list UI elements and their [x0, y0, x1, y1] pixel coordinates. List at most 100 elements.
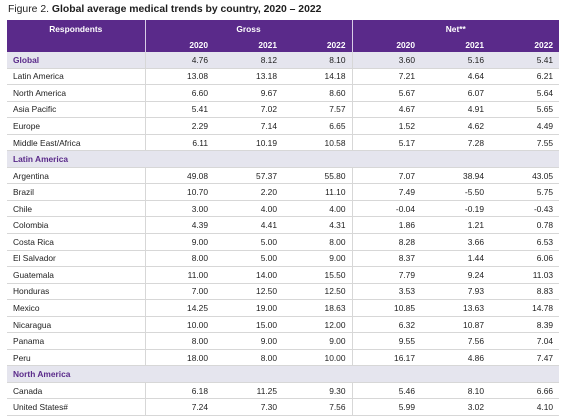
- gross-value-cell: 13.18: [214, 68, 283, 86]
- row-label: United States#: [7, 398, 146, 416]
- gross-value-cell: 7.02: [214, 101, 283, 119]
- net-value-cell: 5.64: [490, 84, 560, 102]
- header-year: 2022: [283, 37, 353, 52]
- net-value-cell: 7.04: [490, 332, 560, 350]
- table-row: Nicaragua 10.00 15.00 12.00 6.32 10.87 8.39: [7, 316, 560, 334]
- gross-value-cell: 5.41: [145, 101, 214, 119]
- gross-value-cell: 7.00: [145, 283, 214, 301]
- gross-value-cell: 8.60: [283, 84, 353, 102]
- net-value-cell: 9.24: [421, 266, 490, 284]
- gross-value-cell: 4.76: [145, 52, 214, 69]
- net-value-cell: 43.05: [490, 167, 560, 185]
- gross-value-cell: 12.50: [214, 283, 283, 301]
- net-value-cell: 5.67: [352, 84, 421, 102]
- net-value-cell: 11.03: [490, 266, 560, 284]
- section-header-row: North America: [7, 365, 560, 383]
- gross-value-cell: 11.25: [214, 382, 283, 400]
- table-row: Peru 18.00 8.00 10.00 16.17 4.86 7.47: [7, 349, 560, 367]
- net-value-cell: 7.28: [421, 134, 490, 152]
- table-row: Canada 6.18 11.25 9.30 5.46 8.10 6.66: [7, 382, 560, 400]
- gross-value-cell: 12.50: [283, 283, 353, 301]
- gross-value-cell: 11.10: [283, 183, 353, 201]
- table-row: Europe 2.29 7.14 6.65 1.52 4.62 4.49: [7, 117, 560, 135]
- net-value-cell: 16.17: [352, 349, 421, 367]
- gross-value-cell: 10.00: [283, 349, 353, 367]
- gross-value-cell: 9.67: [214, 84, 283, 102]
- net-value-cell: 1.44: [421, 250, 490, 268]
- gross-value-cell: 6.18: [145, 382, 214, 400]
- table-row: Middle East/Africa 6.11 10.19 10.58 5.17 7.28…: [7, 134, 560, 152]
- gross-value-cell: 9.00: [214, 332, 283, 350]
- table-row: El Salvador 8.00 5.00 9.00 8.37 1.44 6.06: [7, 250, 560, 268]
- header-net: Net**: [352, 20, 560, 37]
- gross-value-cell: 4.39: [145, 216, 214, 235]
- gross-value-cell: 12.00: [283, 316, 353, 334]
- gross-value-cell: 4.00: [283, 200, 353, 218]
- row-label: Brazil: [7, 183, 146, 201]
- gross-value-cell: 14.25: [145, 299, 214, 317]
- net-value-cell: 4.86: [421, 349, 490, 367]
- net-value-cell: 38.94: [421, 167, 490, 185]
- net-value-cell: 0.78: [490, 216, 560, 235]
- gross-value-cell: 7.24: [145, 398, 214, 416]
- net-value-cell: 4.67: [352, 101, 421, 119]
- net-value-cell: 4.49: [490, 117, 560, 135]
- net-value-cell: 4.62: [421, 117, 490, 135]
- net-value-cell: 7.21: [352, 68, 421, 86]
- net-value-cell: 7.49: [352, 183, 421, 201]
- header-gross: Gross: [145, 20, 353, 37]
- net-value-cell: 5.41: [490, 52, 560, 69]
- table-row: Global 4.76 8.12 8.10 3.60 5.16 5.41: [7, 52, 560, 69]
- gross-value-cell: 9.30: [283, 382, 353, 400]
- section-header-row: Latin America: [7, 150, 560, 168]
- row-label: Global: [7, 52, 146, 69]
- table-row: United States# 7.24 7.30 7.56 5.99 3.02 4.10: [7, 398, 560, 416]
- net-value-cell: 5.16: [421, 52, 490, 69]
- table-row: Guatemala 11.00 14.00 15.50 7.79 9.24 11.03: [7, 266, 560, 284]
- gross-value-cell: 7.14: [214, 117, 283, 135]
- header-year: 2021: [214, 37, 283, 52]
- gross-value-cell: 4.41: [214, 216, 283, 235]
- row-label: Honduras: [7, 283, 146, 301]
- net-value-cell: 7.47: [490, 349, 560, 367]
- gross-value-cell: 8.00: [145, 332, 214, 350]
- gross-value-cell: 3.00: [145, 200, 214, 218]
- gross-value-cell: 6.60: [145, 84, 214, 102]
- net-value-cell: -5.50: [421, 183, 490, 201]
- net-value-cell: 10.87: [421, 316, 490, 334]
- gross-value-cell: 2.20: [214, 183, 283, 201]
- gross-value-cell: 8.10: [283, 52, 353, 69]
- table-body: Global 4.76 8.12 8.10 3.60 5.16 5.41 Latin Amer…: [7, 52, 560, 416]
- figure-title: Global average medical trends by country…: [51, 4, 322, 15]
- gross-value-cell: 10.58: [283, 134, 353, 152]
- net-value-cell: 4.64: [421, 68, 490, 86]
- net-value-cell: 6.32: [352, 316, 421, 334]
- table-row: North America 6.60 9.67 8.60 5.67 6.07 5.64: [7, 84, 560, 102]
- row-label: Mexico: [7, 299, 146, 317]
- gross-value-cell: 15.50: [283, 266, 353, 284]
- gross-value-cell: 15.00: [214, 316, 283, 334]
- gross-value-cell: 4.00: [214, 200, 283, 218]
- row-label: Costa Rica: [7, 233, 146, 251]
- table-row: Argentina 49.08 57.37 55.80 7.07 38.94 43.05: [7, 167, 560, 185]
- gross-value-cell: 6.11: [145, 134, 214, 152]
- figure-caption: Figure 2. Global average medical trends …: [8, 2, 321, 17]
- net-value-cell: -0.04: [352, 200, 421, 218]
- row-label: Argentina: [7, 167, 146, 185]
- row-label: Colombia: [7, 216, 146, 235]
- gross-value-cell: 8.12: [214, 52, 283, 69]
- header-respondents: Respondents: [7, 20, 146, 37]
- gross-value-cell: 10.70: [145, 183, 214, 201]
- row-label: Peru: [7, 349, 146, 367]
- net-value-cell: 3.66: [421, 233, 490, 251]
- net-value-cell: 1.52: [352, 117, 421, 135]
- row-label: Nicaragua: [7, 316, 146, 334]
- net-value-cell: 6.21: [490, 68, 560, 86]
- gross-value-cell: 6.65: [283, 117, 353, 135]
- page: Figure 2. Global average medical trends …: [7, 2, 560, 416]
- net-value-cell: 5.46: [352, 382, 421, 400]
- table-header: Respondents Gross Net** 2020 2021 2022 2…: [7, 20, 560, 52]
- gross-value-cell: 9.00: [283, 332, 353, 350]
- gross-value-cell: 4.31: [283, 216, 353, 235]
- gross-value-cell: 5.00: [214, 233, 283, 251]
